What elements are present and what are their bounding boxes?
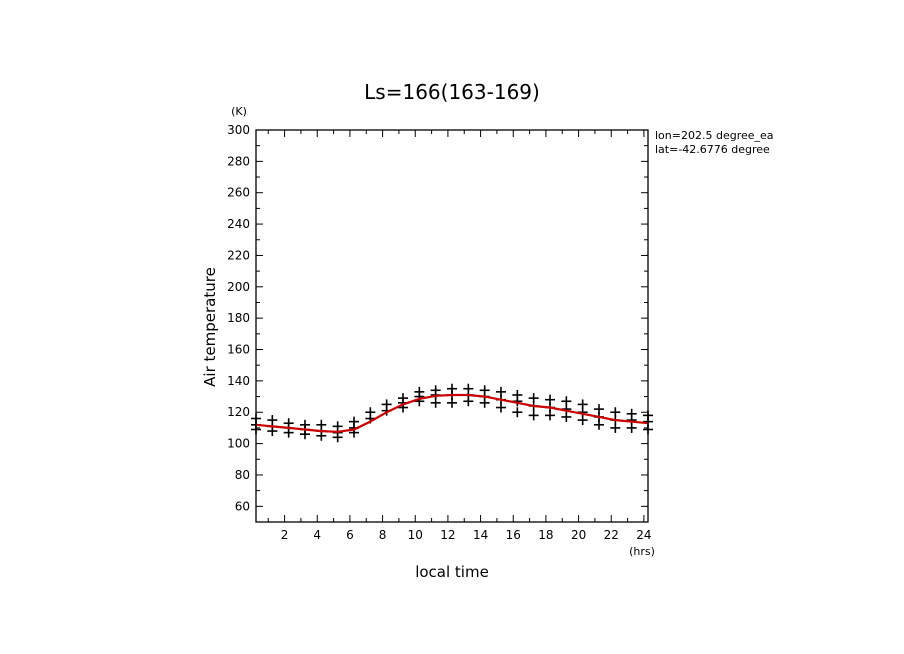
y-tick-label: 100 <box>227 437 250 451</box>
chart-title: Ls=166(163-169) <box>364 80 540 104</box>
x-tick-label: 2 <box>281 528 289 542</box>
y-tick-label: 80 <box>235 468 250 482</box>
data-point <box>447 397 457 408</box>
x-tick-label: 16 <box>506 528 521 542</box>
y-tick-label: 140 <box>227 374 250 388</box>
y-tick-label: 160 <box>227 343 250 357</box>
data-point <box>283 427 294 438</box>
mean-line-path <box>255 393 649 433</box>
data-point <box>430 397 441 408</box>
x-tick-label: 24 <box>636 528 651 542</box>
x-tick-label: 20 <box>571 528 586 542</box>
y-tick-label: 240 <box>227 217 250 231</box>
x-unit-label: (hrs) <box>629 545 655 558</box>
data-point <box>610 422 621 433</box>
y-tick-label: 300 <box>227 123 250 137</box>
data-point <box>267 426 278 437</box>
x-tick-label: 14 <box>473 528 488 542</box>
y-tick-label: 280 <box>227 154 250 168</box>
x-tick-label: 10 <box>408 528 423 542</box>
data-point <box>479 397 490 408</box>
data-point <box>300 429 310 440</box>
x-tick-label: 18 <box>538 528 553 542</box>
data-point <box>463 396 474 407</box>
y-tick-label: 220 <box>227 248 250 262</box>
x-tick-label: 8 <box>379 528 387 542</box>
plot-frame <box>255 129 649 523</box>
x-tick-label: 6 <box>346 528 354 542</box>
data-point <box>594 419 604 430</box>
data-point <box>545 410 555 421</box>
longitude-annotation: lon=202.5 degree_ea <box>655 129 774 142</box>
x-tick-label: 4 <box>313 528 321 542</box>
y-tick-label: 200 <box>227 280 250 294</box>
x-tick-label: 12 <box>440 528 455 542</box>
data-point <box>496 402 506 413</box>
y-unit-label: (K) <box>231 105 247 118</box>
data-point <box>316 430 327 441</box>
data-point <box>528 410 539 421</box>
data-point <box>626 422 637 433</box>
data-point <box>332 432 343 443</box>
x-axis-label: local time <box>415 563 489 581</box>
y-tick-label: 60 <box>235 499 250 513</box>
data-points <box>251 383 653 443</box>
x-tick-label: 22 <box>604 528 619 542</box>
y-tick-label: 120 <box>227 405 250 419</box>
data-point <box>577 415 588 426</box>
latitude-annotation: lat=-42.6776 degree <box>655 143 770 156</box>
data-point <box>561 411 572 422</box>
y-axis-label: Air temperature <box>201 267 219 387</box>
mean-line <box>255 393 649 433</box>
data-point <box>512 407 523 418</box>
y-tick-label: 260 <box>227 186 250 200</box>
axis-ticks: 2 4 6 8 10 12 14 16 18 20 22 2460801001201401601802… <box>227 123 651 542</box>
y-tick-label: 180 <box>227 311 250 325</box>
